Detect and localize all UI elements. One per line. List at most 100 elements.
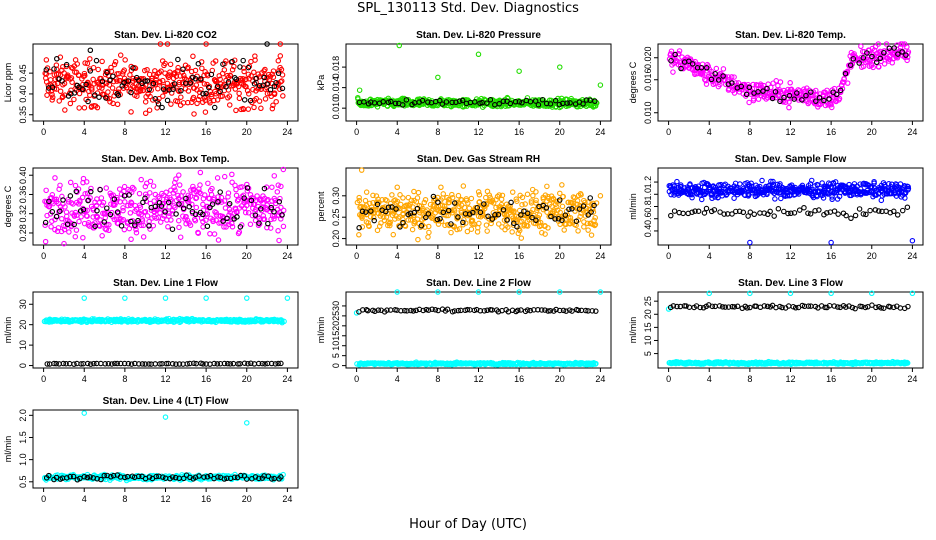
data-point <box>231 63 237 70</box>
data-point <box>389 192 395 198</box>
data-point <box>85 98 91 105</box>
data-point <box>171 184 177 191</box>
data-point <box>237 224 244 230</box>
data-point <box>361 99 367 105</box>
data-point <box>87 56 93 62</box>
data-point <box>451 208 458 214</box>
data-point <box>234 214 240 220</box>
data-point <box>253 75 259 82</box>
data-point <box>49 208 56 215</box>
data-point <box>512 99 519 105</box>
data-point <box>808 89 814 95</box>
data-point <box>42 222 48 228</box>
panel-title: Stan. Dev. Li-820 Temp. <box>735 30 846 41</box>
y-tick-label: 2.0 <box>18 409 28 422</box>
data-point <box>142 208 149 215</box>
data-point <box>252 212 259 218</box>
data-point <box>237 64 243 70</box>
data-point <box>187 222 194 228</box>
data-point <box>111 196 118 202</box>
data-point <box>111 61 118 68</box>
data-point <box>136 190 143 197</box>
data-point <box>262 66 268 73</box>
data-point <box>393 200 399 206</box>
data-point <box>214 175 221 181</box>
x-tick-label: 20 <box>242 494 252 504</box>
data-point <box>99 78 106 85</box>
data-point <box>454 226 460 233</box>
data-point <box>397 192 403 198</box>
data-point <box>210 218 216 225</box>
data-point <box>126 192 132 198</box>
data-point <box>856 60 862 66</box>
data-point <box>57 88 64 95</box>
data-point <box>44 92 50 98</box>
data-point <box>66 229 72 235</box>
data-point <box>175 64 181 71</box>
x-tick-label: 4 <box>395 374 400 384</box>
data-point <box>200 224 206 230</box>
data-point <box>251 104 257 111</box>
data-point <box>796 207 803 213</box>
data-point <box>731 195 737 201</box>
data-point <box>278 78 285 84</box>
data-point <box>245 106 252 112</box>
data-point <box>229 179 235 186</box>
data-point <box>195 96 202 103</box>
data-point <box>267 87 274 93</box>
data-point <box>52 175 58 181</box>
y-tick-label: 0.6 <box>643 212 653 225</box>
data-point <box>699 196 705 203</box>
panel-title: Stan. Dev. Line 3 Flow <box>738 278 843 289</box>
data-point <box>438 184 444 191</box>
data-point <box>380 214 387 220</box>
data-point <box>833 91 840 98</box>
data-point <box>869 53 875 60</box>
data-point <box>168 101 174 107</box>
series-black <box>668 45 909 105</box>
data-point <box>278 66 285 73</box>
data-point <box>860 63 867 70</box>
data-point <box>516 207 523 214</box>
panel-title: Stan. Dev. Line 1 Flow <box>113 278 218 289</box>
data-point <box>92 92 98 98</box>
x-tick-label: 16 <box>201 374 211 384</box>
data-point <box>703 205 710 212</box>
data-point <box>877 55 884 62</box>
y-tick-label: 0.8 <box>643 200 653 213</box>
data-point <box>142 110 149 117</box>
data-point <box>221 67 228 73</box>
data-point <box>213 90 219 97</box>
data-point <box>183 195 189 202</box>
data-point <box>712 303 718 310</box>
data-point <box>261 216 268 222</box>
data-point <box>193 82 200 88</box>
data-point <box>45 85 52 91</box>
chart-panel: Stan. Dev. Li-820 Temp.0 4 8 12 16 20 240.0100… <box>628 30 924 137</box>
y-axis-label: kPa <box>316 75 326 91</box>
data-point <box>460 183 467 189</box>
y-axis-label: Licor ppm <box>3 63 13 103</box>
data-point <box>269 71 275 77</box>
data-point <box>581 224 587 230</box>
data-point <box>362 197 369 204</box>
x-tick-label: 8 <box>122 127 127 137</box>
data-point <box>516 99 523 105</box>
data-point <box>446 199 453 206</box>
data-point <box>689 61 696 67</box>
data-point <box>142 195 148 202</box>
data-point <box>777 79 784 85</box>
data-point <box>134 93 140 99</box>
y-tick-label: 15 <box>643 322 653 332</box>
data-point <box>509 229 515 235</box>
data-point <box>516 68 522 74</box>
x-tick-label: 4 <box>82 251 87 261</box>
data-point <box>356 194 362 201</box>
data-point <box>233 107 239 114</box>
data-point <box>171 81 178 87</box>
data-point <box>78 214 84 220</box>
x-tick-label: 4 <box>707 127 712 137</box>
data-point <box>160 86 167 92</box>
data-point <box>440 191 447 197</box>
